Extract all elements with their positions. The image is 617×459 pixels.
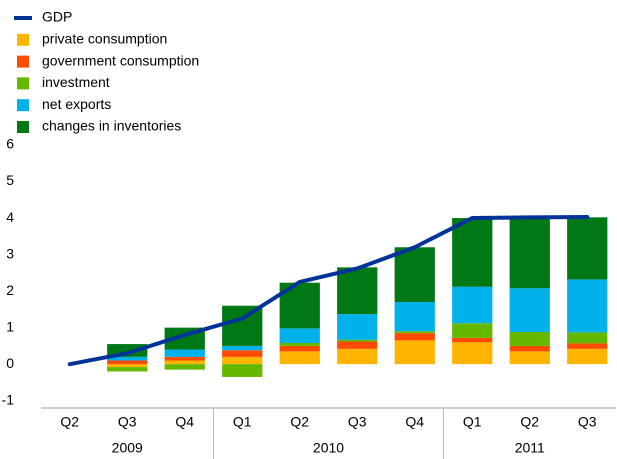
y-tick-label: 2 [6,282,14,298]
bar-segment [279,342,320,346]
bar-segment [567,343,608,349]
bar-segment [222,364,263,377]
x-tick-label: Q1 [233,414,252,430]
bar-segment [279,351,320,365]
x-group-label: 2010 [313,440,344,456]
bar-segment [394,247,435,303]
x-tick-label: Q2 [60,414,79,430]
bar-segment [509,332,550,346]
bar-segment [164,349,205,357]
x-tick-label: Q2 [290,414,309,430]
bar-segment [452,218,493,287]
bar-segment [279,345,320,352]
y-tick-label: 4 [6,209,14,225]
bar-segment [394,331,435,334]
legend-swatch [17,121,29,133]
bar-segment [509,351,550,365]
x-tick-label: Q2 [520,414,539,430]
x-group-label: 2009 [112,440,143,456]
bar-segment [222,350,263,357]
legend-swatch [17,33,29,46]
legend-label: investment [42,74,110,90]
y-tick-label: 3 [6,245,14,261]
bar-segment [394,302,435,332]
legend-label: GDP [42,9,72,25]
y-tick-label: 5 [6,172,14,188]
x-tick-label: Q3 [348,414,367,430]
bar-segment [567,279,608,333]
y-tick-label: 0 [6,355,14,371]
x-tick-label: Q1 [463,414,482,430]
y-tick-label: 1 [6,318,14,334]
legend-swatch [17,77,29,90]
legend-label: private consumption [42,31,167,47]
bar-segment [509,218,550,289]
bar-segment [337,339,378,342]
legend-label: government consumption [42,52,199,68]
bar-segment [509,288,550,333]
bar-segment [509,345,550,352]
bar-segment [337,341,378,349]
bar-segment [279,328,320,343]
bar-segment [337,267,378,315]
bar-segment [452,337,493,343]
bar-segment [164,356,205,361]
bar-segment [222,305,263,346]
x-tick-label: Q4 [175,414,194,430]
bar-segment [567,217,608,280]
legend-swatch [17,99,29,112]
x-tick-label: Q4 [405,414,424,430]
bar-segment [452,286,493,324]
bar-segment [222,345,263,351]
y-tick-label: -1 [2,391,15,407]
bar-segment [567,348,608,365]
bar-segment [567,332,608,344]
bar-segment [452,342,493,365]
bar-segment [107,356,148,361]
bar-segment [107,364,148,368]
y-tick-label: 6 [6,136,14,152]
legend-swatch [17,55,29,68]
legend-label: changes in inventories [42,118,181,134]
bar-segment [452,323,493,338]
bar-segment [337,314,378,340]
bar-segment [164,360,205,365]
bar-segment [222,356,263,365]
bar-segment [107,367,148,372]
x-group-label: 2011 [515,440,545,456]
bar-segment [164,364,205,370]
bar-segment [337,348,378,365]
bar-segment [394,333,435,341]
bar-segment [394,340,435,365]
bar-segment [107,360,148,365]
x-tick-label: Q3 [118,414,137,430]
x-tick-label: Q3 [578,414,597,430]
legend-label: net exports [42,96,111,112]
gdp-line [67,214,590,367]
